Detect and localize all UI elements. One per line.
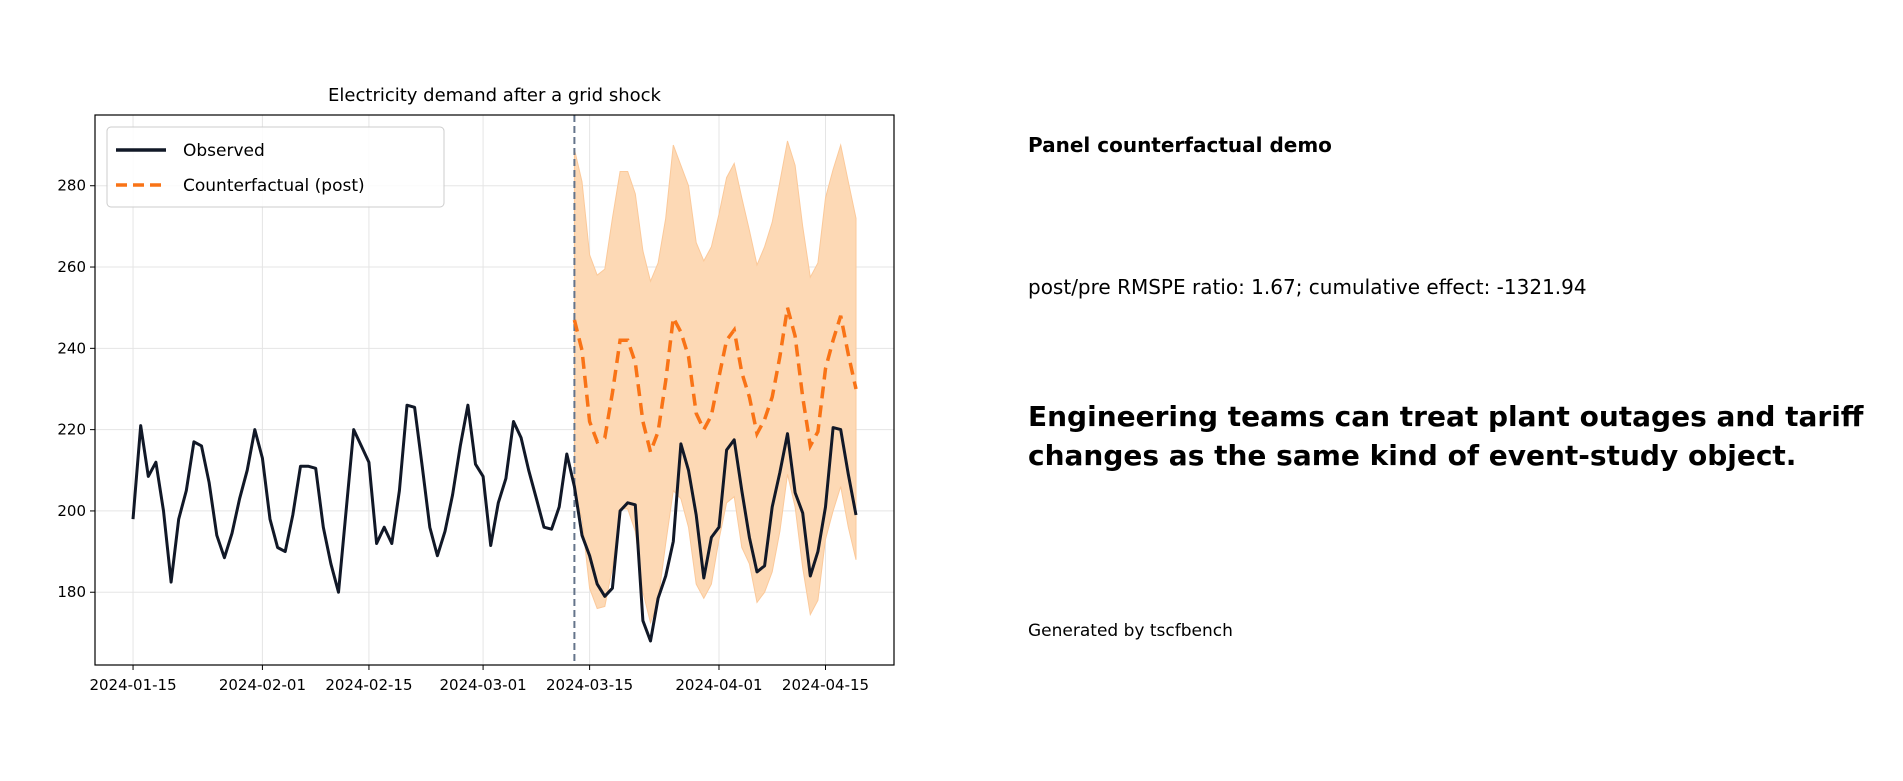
y-tick-label: 240 bbox=[57, 339, 86, 357]
x-tick-label: 2024-04-15 bbox=[782, 676, 869, 694]
x-tick-label: 2024-02-01 bbox=[219, 676, 306, 694]
x-tick-label: 2024-02-15 bbox=[325, 676, 412, 694]
plot-frame bbox=[94, 114, 895, 666]
x-tick-label: 2024-03-01 bbox=[439, 676, 526, 694]
chart-title: Electricity demand after a grid shock bbox=[328, 85, 661, 106]
legend-observed-label: Observed bbox=[183, 141, 265, 161]
counterfactual-line bbox=[572, 307, 858, 458]
y-tick-label: 220 bbox=[57, 421, 86, 439]
y-tick-label: 280 bbox=[57, 177, 86, 195]
x-tick-label: 2024-01-15 bbox=[89, 676, 176, 694]
observed-line bbox=[131, 403, 858, 643]
y-tick-label: 260 bbox=[57, 258, 86, 276]
axis-ticks: 180 200 220 240 260 280 2024-01-15 2024-02-01 20… bbox=[57, 177, 869, 694]
y-tick-label: 180 bbox=[57, 583, 86, 601]
counterfactual-band bbox=[573, 140, 857, 625]
x-tick-label: 2024-03-15 bbox=[546, 676, 633, 694]
legend-box bbox=[106, 126, 445, 208]
takeaway-text: Engineering teams can treat plant outage… bbox=[1028, 400, 1864, 472]
y-tick-label: 200 bbox=[57, 502, 86, 520]
panel-heading: Panel counterfactual demo bbox=[1028, 133, 1332, 157]
stats-text: post/pre RMSPE ratio: 1.67; cumulative e… bbox=[1028, 275, 1587, 299]
footer-text: Generated by tscfbench bbox=[1028, 621, 1233, 641]
x-tick-label: 2024-04-01 bbox=[675, 676, 762, 694]
legend: Observed Counterfactual (post) bbox=[106, 126, 445, 208]
legend-counterfactual-label: Counterfactual (post) bbox=[183, 176, 365, 196]
